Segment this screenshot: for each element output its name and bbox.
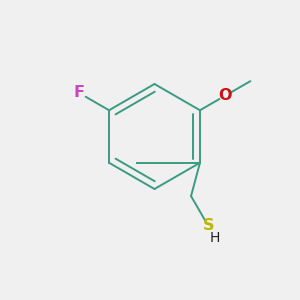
Text: H: H (210, 231, 220, 244)
Text: O: O (218, 88, 232, 103)
Text: S: S (202, 218, 214, 233)
Text: F: F (74, 85, 85, 100)
